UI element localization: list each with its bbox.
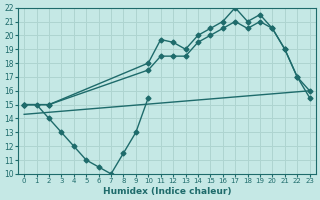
X-axis label: Humidex (Indice chaleur): Humidex (Indice chaleur): [103, 187, 231, 196]
